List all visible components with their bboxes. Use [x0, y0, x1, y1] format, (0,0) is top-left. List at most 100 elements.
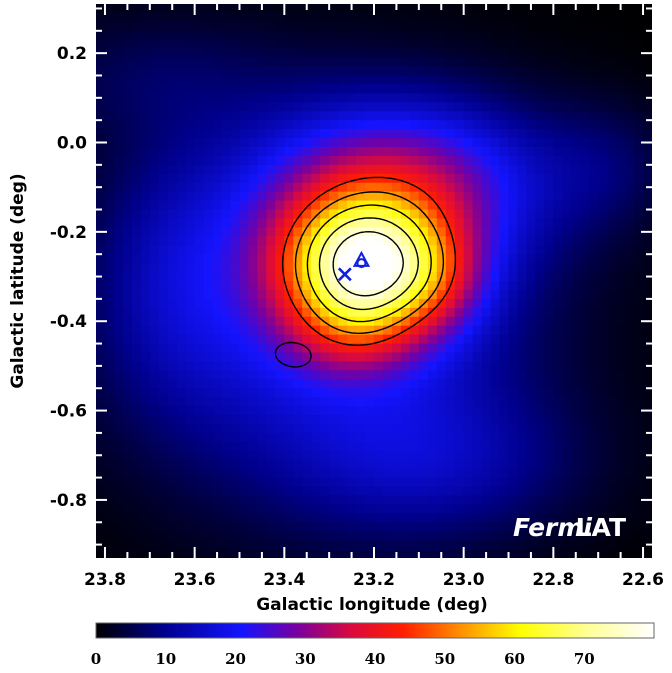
heatmap-pixel	[436, 138, 447, 148]
heatmap-pixel	[634, 39, 644, 50]
heatmap-pixel	[445, 263, 456, 273]
heatmap-pixel	[96, 191, 106, 202]
heatmap-pixel	[239, 361, 250, 371]
heatmap-pixel	[194, 111, 205, 121]
heatmap-pixel	[481, 263, 492, 273]
heatmap-pixel	[284, 200, 294, 211]
heatmap-pixel	[302, 191, 312, 202]
heatmap-pixel	[122, 388, 133, 398]
heatmap-pixel	[284, 370, 294, 380]
heatmap-pixel	[553, 531, 563, 541]
heatmap-pixel	[311, 325, 321, 336]
heatmap-pixel	[212, 155, 223, 166]
heatmap-pixel	[400, 138, 411, 148]
heatmap-pixel	[562, 307, 572, 318]
heatmap-pixel	[616, 48, 626, 59]
heatmap-pixel	[580, 146, 590, 157]
heatmap-pixel	[293, 406, 303, 416]
heatmap-pixel	[499, 111, 510, 121]
heatmap-pixel	[284, 334, 294, 345]
heatmap-pixel	[239, 513, 250, 523]
heatmap-pixel	[149, 415, 160, 425]
heatmap-pixel	[589, 173, 599, 184]
heatmap-pixel	[472, 432, 483, 443]
heatmap-pixel	[167, 227, 178, 237]
heatmap-pixel	[266, 21, 276, 32]
heatmap-pixel	[589, 218, 599, 228]
heatmap-pixel	[472, 540, 483, 550]
heatmap-pixel	[517, 281, 528, 291]
heatmap-pixel	[580, 549, 590, 558]
heatmap-pixel	[463, 48, 474, 59]
heatmap-pixel	[616, 298, 626, 309]
heatmap-pixel	[248, 432, 259, 443]
heatmap-pixel	[382, 307, 393, 318]
heatmap-pixel	[266, 298, 276, 309]
heatmap-pixel	[517, 120, 528, 130]
heatmap-pixel	[257, 352, 267, 363]
heatmap-pixel	[221, 66, 232, 77]
heatmap-pixel	[409, 406, 420, 416]
heatmap-pixel	[203, 200, 214, 211]
heatmap-pixel	[338, 84, 348, 94]
heatmap-pixel	[625, 21, 635, 32]
heatmap-pixel	[212, 146, 223, 157]
heatmap-pixel	[382, 30, 393, 41]
heatmap-pixel	[347, 281, 357, 291]
heatmap-pixel	[571, 432, 581, 443]
heatmap-pixel	[427, 30, 438, 41]
circle-marker	[356, 258, 367, 269]
heatmap-pixel	[365, 209, 375, 220]
heatmap-pixel	[302, 129, 312, 139]
heatmap-pixel	[257, 146, 267, 157]
heatmap-pixel	[275, 450, 285, 461]
heatmap-pixel	[517, 111, 528, 121]
heatmap-pixel	[194, 272, 205, 282]
heatmap-pixel	[176, 21, 187, 32]
heatmap-pixel	[302, 486, 312, 497]
heatmap-pixel	[167, 397, 178, 407]
heatmap-pixel	[167, 191, 178, 202]
heatmap-pixel	[463, 209, 474, 220]
heatmap-pixel	[194, 361, 205, 371]
heatmap-pixel	[607, 397, 617, 407]
heatmap-pixel	[571, 173, 581, 184]
heatmap-pixel	[607, 325, 617, 336]
heatmap-pixel	[598, 254, 608, 264]
heatmap-pixel	[140, 173, 151, 184]
heatmap-pixel	[625, 155, 635, 166]
heatmap-pixel	[176, 289, 187, 300]
heatmap-pixel	[571, 84, 581, 94]
heatmap-pixel	[526, 164, 537, 175]
heatmap-pixel	[427, 245, 438, 255]
heatmap-pixel	[427, 120, 438, 130]
heatmap-pixel	[203, 191, 214, 202]
heatmap-pixel	[481, 236, 492, 246]
heatmap-pixel	[329, 209, 339, 220]
heatmap-pixel	[454, 146, 465, 157]
heatmap-pixel	[436, 325, 447, 336]
heatmap-pixel	[203, 540, 214, 550]
heatmap-pixel	[571, 513, 581, 523]
heatmap-pixel	[284, 468, 294, 479]
heatmap-pixel	[239, 129, 250, 139]
heatmap-pixel	[266, 361, 276, 371]
heatmap-pixel	[580, 540, 590, 550]
heatmap-pixel	[508, 432, 519, 443]
heatmap-pixel	[284, 111, 294, 121]
heatmap-pixel	[365, 272, 375, 282]
heatmap-pixel	[275, 307, 285, 318]
heatmap-pixel	[508, 129, 519, 139]
heatmap-pixel	[418, 227, 429, 237]
heatmap-pixel	[436, 432, 447, 443]
heatmap-pixel	[212, 522, 223, 532]
heatmap-pixel	[293, 289, 303, 300]
heatmap-pixel	[104, 12, 115, 23]
heatmap-pixel	[526, 495, 537, 505]
heatmap-pixel	[481, 155, 492, 166]
heatmap-pixel	[544, 102, 554, 112]
heatmap-pixel	[526, 531, 537, 541]
heatmap-pixel	[194, 173, 205, 184]
heatmap-pixel	[257, 111, 267, 121]
heatmap-pixel	[472, 441, 483, 452]
